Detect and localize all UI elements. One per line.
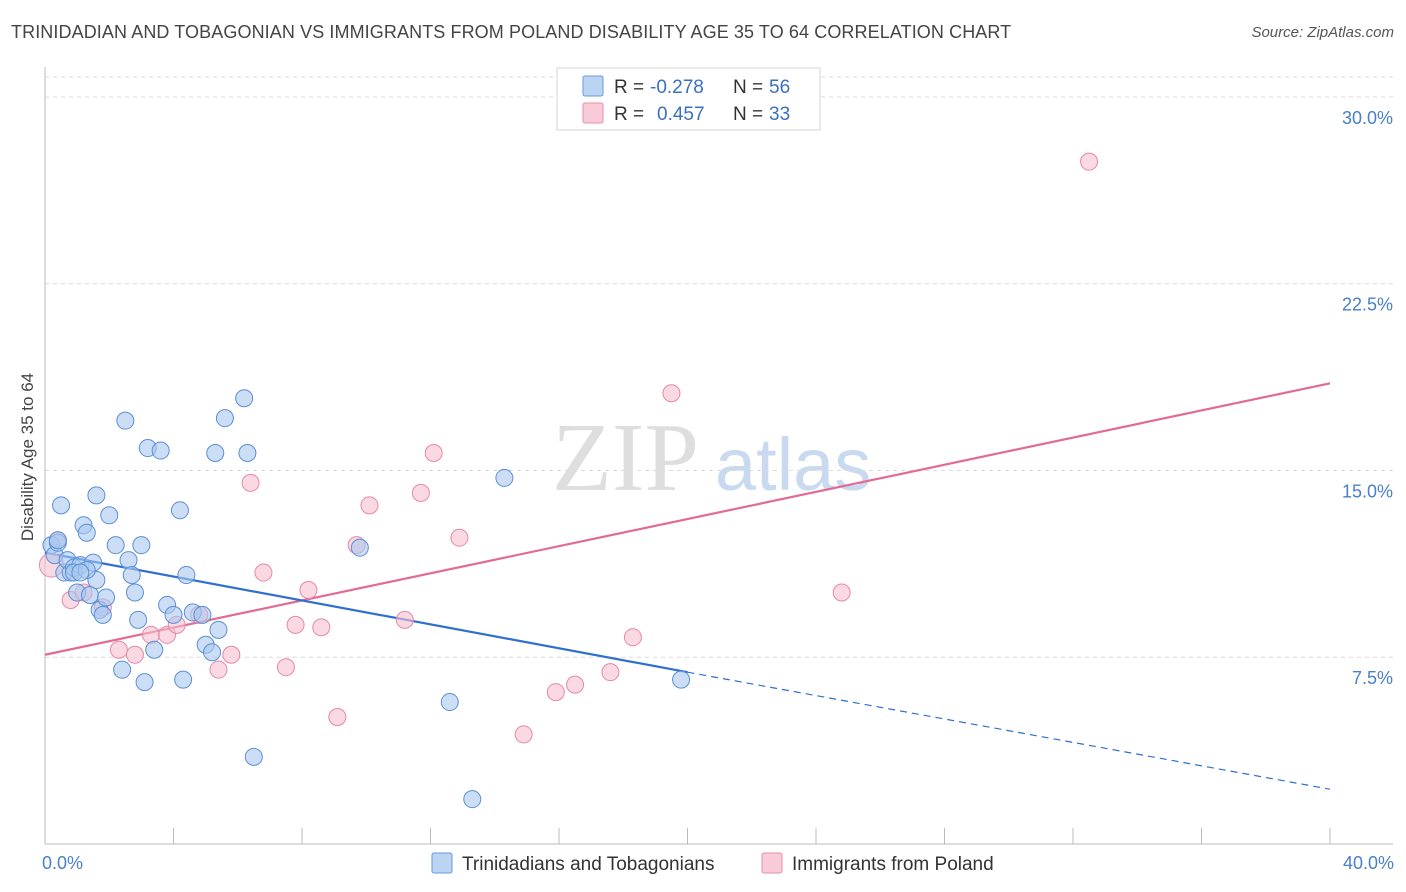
trinidad-point-44	[440, 693, 459, 712]
legend-r-label-1: R =	[614, 77, 644, 98]
series-legend: Trinidadians and Tobagonians Immigrants …	[431, 852, 994, 875]
x-tick-label-min: 0.0%	[42, 853, 83, 873]
chart-title: TRINIDADIAN AND TOBAGONIAN VS IMMIGRANTS…	[11, 22, 1012, 42]
legend-n-label-1: N =	[733, 77, 763, 98]
trinidad-point-31	[177, 566, 196, 585]
trend-line-poland	[44, 382, 1331, 656]
y-tick-label-1: 15.0%	[1342, 481, 1393, 501]
poland-point-25	[450, 528, 469, 547]
trinidad-point-28	[135, 673, 154, 692]
y-tick-label-2: 22.5%	[1342, 295, 1393, 315]
trinidad-point-19	[116, 411, 135, 430]
bottom-legend-label-poland: Immigrants from Poland	[792, 854, 994, 875]
poland-point-27	[546, 683, 565, 702]
poland-point-12	[222, 645, 241, 664]
poland-point-7	[142, 625, 161, 644]
bottom-legend-label-trinidad: Trinidadians and Tobagonians	[462, 854, 714, 875]
legend-r-value-2: 0.457	[657, 104, 705, 125]
poland-point-33	[1080, 152, 1099, 171]
trinidad-point-3	[52, 496, 71, 515]
watermark-zip: ZIP	[552, 404, 699, 512]
poland-point-6	[125, 645, 144, 664]
legend-n-value-1: 56	[769, 77, 790, 98]
trinidad-point-34	[174, 670, 193, 689]
poland-point-21	[360, 496, 379, 515]
trinidad-point-49	[97, 588, 116, 607]
trinidad-point-45	[463, 790, 482, 809]
trinidad-point-33	[193, 605, 212, 624]
trend-line-trinidad-extrapolated	[687, 671, 1331, 790]
y-tick-label-3: 30.0%	[1342, 108, 1393, 128]
poland-point-14	[254, 563, 273, 582]
trinidad-point-24	[151, 441, 170, 460]
trinidad-point-16	[93, 605, 112, 624]
poland-point-17	[299, 580, 318, 599]
trinidad-point-43	[350, 538, 369, 557]
legend-r-label-2: R =	[614, 104, 644, 125]
trinidad-point-41	[238, 444, 257, 463]
poland-point-13	[241, 473, 260, 492]
trinidad-point-51	[122, 566, 141, 585]
legend-swatch-blue	[582, 75, 604, 97]
y-tick-label-0: 7.5%	[1352, 668, 1393, 688]
trinidad-point-22	[132, 536, 151, 555]
legend-swatch-pink	[582, 102, 604, 124]
poland-point-31	[662, 384, 681, 403]
trinidad-point-54	[48, 531, 67, 550]
poland-point-23	[411, 483, 430, 502]
source-label: Source: ZipAtlas.com	[1251, 24, 1394, 41]
legend-n-value-2: 33	[769, 104, 790, 125]
trinidad-point-25	[129, 610, 148, 629]
bottom-legend-swatch-blue	[431, 852, 453, 874]
bottom-legend-swatch-pink	[761, 852, 783, 874]
trinidad-point-18	[106, 536, 125, 555]
watermark: ZIP atlas	[552, 404, 871, 512]
trinidad-point-39	[215, 409, 234, 428]
watermark-atlas: atlas	[715, 423, 871, 506]
legend-n-label-2: N =	[733, 104, 763, 125]
legend-r-value-1: -0.278	[650, 77, 704, 98]
poland-point-11	[209, 660, 228, 679]
trinidad-point-30	[170, 501, 189, 520]
poland-point-16	[286, 615, 305, 634]
poland-point-22	[395, 610, 414, 629]
trinidad-point-12	[80, 585, 99, 604]
poland-point-32	[832, 583, 851, 602]
y-axis-title: Disability Age 35 to 64	[18, 373, 37, 541]
correlation-legend: R = -0.278 N = 56 R = 0.457 N = 33	[556, 67, 821, 131]
trinidad-point-55	[71, 563, 90, 582]
trinidad-point-17	[100, 506, 119, 525]
trinidad-point-48	[87, 486, 106, 505]
poland-point-28	[566, 675, 585, 694]
trinidad-point-21	[119, 551, 138, 570]
poland-point-24	[424, 444, 443, 463]
trinidad-point-46	[495, 468, 514, 487]
trinidad-point-20	[125, 583, 144, 602]
y-tick-labels: 7.5% 15.0% 22.5% 30.0%	[1342, 108, 1393, 688]
trinidad-point-36	[203, 643, 222, 662]
x-tick-label-max: 40.0%	[1343, 853, 1394, 873]
series-trinidad-points	[42, 389, 691, 809]
trinidad-point-27	[113, 660, 132, 679]
trend-lines	[44, 382, 1331, 790]
poland-point-26	[514, 725, 533, 744]
trinidad-point-40	[235, 389, 254, 408]
trinidad-point-26	[145, 640, 164, 659]
poland-point-30	[623, 628, 642, 647]
poland-point-5	[109, 640, 128, 659]
poland-point-19	[328, 707, 347, 726]
poland-point-18	[312, 618, 331, 637]
trinidad-point-42	[244, 747, 263, 766]
gridlines	[45, 76, 1393, 658]
trinidad-point-37	[209, 620, 228, 639]
trinidad-point-38	[206, 444, 225, 463]
trinidad-point-47	[672, 670, 691, 689]
trinidad-point-11	[77, 523, 96, 542]
poland-point-29	[601, 663, 620, 682]
axes	[44, 67, 1393, 845]
trinidad-point-53	[164, 605, 183, 624]
trend-line-trinidad	[44, 551, 688, 674]
poland-point-15	[276, 658, 295, 677]
